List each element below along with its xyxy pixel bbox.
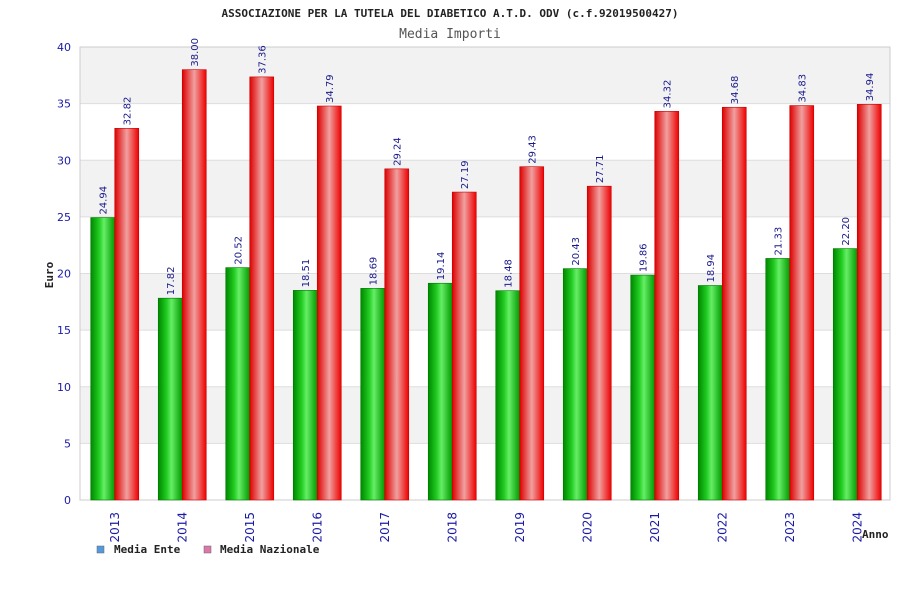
- bar-media-ente: [360, 288, 386, 501]
- x-tick-label: 2016: [310, 512, 324, 543]
- x-tick-label: 2017: [378, 512, 392, 543]
- data-label: 29.43: [528, 135, 539, 164]
- bar-media-nazionale: [721, 106, 747, 501]
- legend-swatch-media-nazionale: [203, 545, 212, 554]
- data-label: 18.51: [301, 259, 312, 288]
- x-tick-label: 2020: [580, 512, 594, 543]
- y-tick-label: 35: [57, 98, 71, 111]
- data-label: 21.33: [774, 227, 785, 256]
- bar-media-nazionale: [856, 104, 882, 501]
- x-axis-label: Anno: [862, 528, 889, 541]
- data-label: 38.00: [190, 38, 201, 67]
- bar-media-ente: [765, 258, 791, 501]
- data-label: 20.52: [234, 236, 245, 265]
- plot-band: [80, 160, 890, 217]
- x-tick-label: 2014: [175, 512, 189, 543]
- data-label: 20.43: [571, 237, 582, 266]
- y-tick-label: 5: [64, 437, 71, 450]
- plot-band: [80, 273, 890, 331]
- chart-title: ASSOCIAZIONE PER LA TUTELA DEL DIABETICO…: [222, 7, 679, 20]
- plot-band: [80, 216, 890, 274]
- data-label: 18.69: [369, 257, 380, 286]
- chart-subtitle: Media Importi: [399, 27, 501, 42]
- bar-media-ente: [562, 268, 588, 501]
- plot-frame: [79, 46, 891, 501]
- bar-media-ente: [697, 285, 723, 501]
- data-label: 29.24: [393, 137, 404, 166]
- data-label: 34.94: [865, 73, 876, 102]
- x-tick-label: 2019: [513, 512, 527, 543]
- plot-band: [80, 443, 890, 500]
- bar-media-nazionale: [586, 185, 612, 501]
- data-label: 32.82: [123, 97, 134, 126]
- bar-media-nazionale: [384, 168, 410, 501]
- bars-group: 24.94 32.82 17.82 38.00 20.52 37.36 18.51 34.79…: [90, 38, 882, 501]
- bar-media-ente: [832, 248, 858, 501]
- data-label: 34.32: [663, 80, 674, 109]
- data-label: 18.48: [504, 259, 515, 288]
- x-tick-label: 2015: [243, 512, 257, 543]
- data-label: 34.83: [798, 74, 809, 103]
- y-tick-label: 10: [57, 381, 71, 394]
- plot-band: [80, 330, 890, 387]
- x-tick-label: 2018: [445, 512, 459, 543]
- plot-band: [80, 386, 890, 444]
- x-tick-label: 2013: [108, 512, 122, 543]
- legend: Media Ente Media Nazionale: [96, 543, 320, 556]
- data-label: 22.20: [841, 217, 852, 246]
- bar-media-ente: [495, 290, 521, 501]
- data-label: 27.71: [595, 155, 606, 184]
- bar-media-ente: [630, 274, 656, 501]
- bar-media-nazionale: [654, 111, 680, 501]
- y-tick-label: 30: [57, 154, 71, 167]
- y-tick-label: 0: [64, 494, 71, 507]
- data-label: 18.94: [706, 254, 717, 283]
- y-tick-label: 20: [57, 268, 71, 281]
- y-tick-label: 15: [57, 324, 71, 337]
- bar-media-nazionale: [114, 128, 140, 501]
- y-axis-label: Euro: [43, 261, 56, 288]
- legend-swatch-media-ente: [96, 545, 105, 554]
- bar-media-nazionale: [519, 166, 545, 501]
- bar-media-nazionale: [181, 69, 207, 501]
- data-label: 34.68: [730, 76, 741, 105]
- bar-media-ente: [157, 297, 183, 501]
- x-tick-label: 2021: [648, 512, 662, 543]
- data-label: 24.94: [99, 186, 110, 215]
- plot-band: [80, 47, 890, 104]
- data-label: 37.36: [258, 45, 269, 74]
- y-tick-label: 40: [57, 41, 71, 54]
- plot-background: [79, 46, 891, 501]
- data-label: 17.82: [166, 267, 177, 296]
- bar-media-ente: [225, 267, 251, 501]
- bar-media-nazionale: [789, 105, 815, 501]
- data-label: 27.19: [460, 160, 471, 189]
- y-tick-label: 25: [57, 211, 71, 224]
- bar-media-nazionale: [316, 105, 342, 501]
- bar-media-ente: [90, 217, 116, 501]
- bar-media-ente: [427, 282, 453, 501]
- data-label: 34.79: [325, 74, 336, 103]
- legend-label-media-ente: Media Ente: [114, 543, 181, 556]
- bar-media-nazionale: [249, 76, 275, 501]
- plot-band: [80, 103, 890, 161]
- x-tick-label: 2022: [715, 512, 729, 543]
- legend-label-media-nazionale: Media Nazionale: [220, 543, 320, 556]
- bar-media-nazionale: [451, 191, 477, 501]
- y-axis: 0 5 10 15 20 25 30 35 40: [57, 41, 71, 507]
- x-tick-label: 2023: [783, 512, 797, 543]
- data-label: 19.86: [639, 243, 650, 272]
- x-tick-label: 2024: [850, 512, 864, 543]
- bar-media-ente: [292, 290, 318, 501]
- data-label: 19.14: [436, 252, 447, 281]
- x-axis: 2013 2014 2015 2016 2017 2018 2019 2020 2021 2022…: [108, 512, 865, 543]
